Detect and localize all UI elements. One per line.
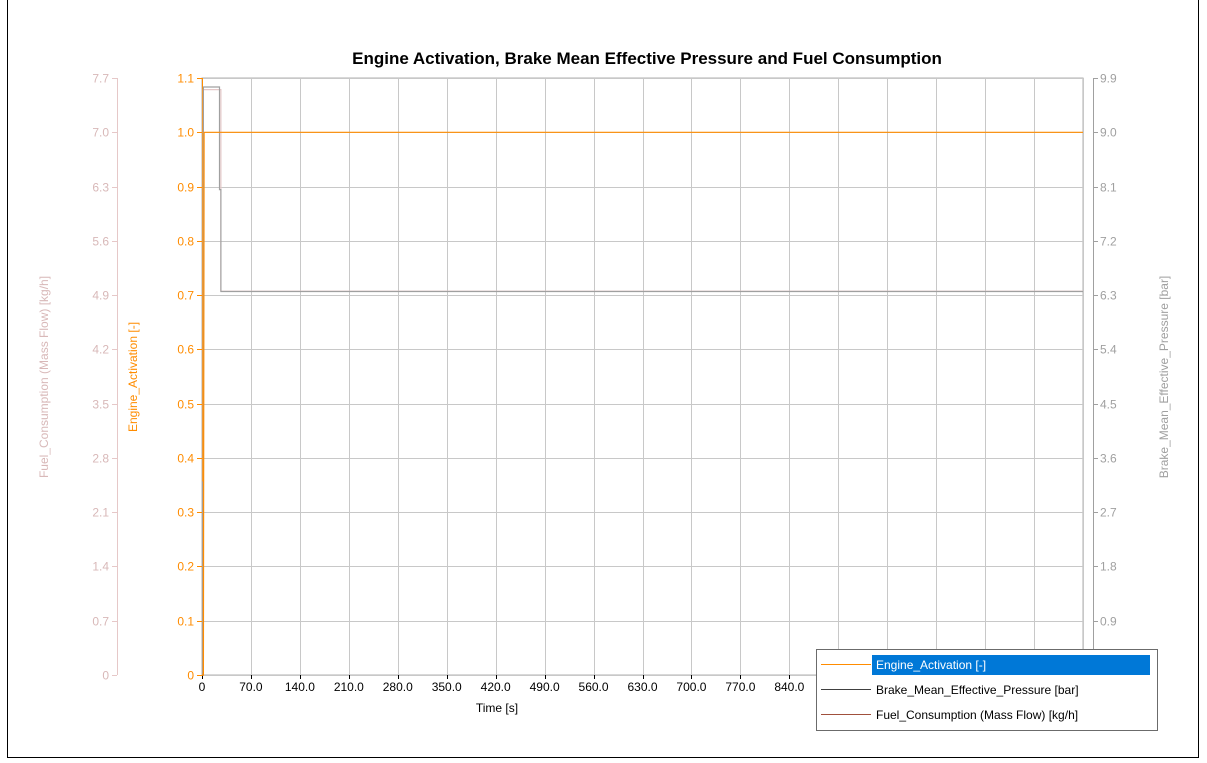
bmep-tick-label: 7.2 bbox=[1100, 235, 1117, 249]
fuel-tick-label: 6.3 bbox=[92, 181, 109, 195]
bmep-tick-label: 8.1 bbox=[1100, 181, 1117, 195]
series-line-bmep bbox=[202, 86, 1083, 676]
x-tick-label: 630.0 bbox=[627, 680, 657, 694]
x-tick-label: 0 bbox=[199, 680, 206, 694]
activation-tick-label: 1.1 bbox=[177, 72, 194, 86]
activation-tick-label: 0.5 bbox=[177, 398, 194, 412]
fuel-tick-label: 2.8 bbox=[92, 452, 109, 466]
chart-title: Engine Activation, Brake Mean Effective … bbox=[352, 49, 942, 68]
x-tick-label: 210.0 bbox=[334, 680, 364, 694]
chart-frame bbox=[7, 0, 1199, 758]
legend-item-engine-activation[interactable]: Engine_Activation [-] bbox=[817, 653, 1157, 675]
activation-tick-label: 0.6 bbox=[177, 343, 194, 357]
x-tick-label: 140.0 bbox=[285, 680, 315, 694]
legend-label: Fuel_Consumption (Mass Flow) [kg/h] bbox=[876, 708, 1079, 722]
bmep-tick-label: 4.5 bbox=[1100, 398, 1117, 412]
fuel-tick-label: 5.6 bbox=[92, 235, 109, 249]
legend-item-fuel-consumption[interactable]: Fuel_Consumption (Mass Flow) [kg/h] bbox=[817, 703, 1157, 725]
fuel-tick-label: 4.9 bbox=[92, 289, 109, 303]
series-line-engine-activation bbox=[202, 131, 1083, 676]
series-lines bbox=[202, 86, 1083, 676]
bmep-tick-label: 0.9 bbox=[1100, 615, 1117, 629]
bmep-tick-label: 1.8 bbox=[1100, 560, 1117, 574]
activation-tick-label: 0.4 bbox=[177, 452, 194, 466]
activation-tick-label: 0.7 bbox=[177, 289, 194, 303]
axes: 0 70.0 140.0 210.0 280.0 350.0 420.0 490.0 560.0… bbox=[92, 72, 1117, 695]
x-tick-label: 700.0 bbox=[676, 680, 706, 694]
series-line-fuel-consumption bbox=[202, 88, 1083, 676]
bmep-tick-label: 2.7 bbox=[1100, 506, 1117, 520]
x-axis-label: Time [s] bbox=[476, 701, 518, 715]
grid-lines bbox=[201, 77, 1084, 676]
bmep-tick-label: 3.6 bbox=[1100, 452, 1117, 466]
fuel-tick-label: 3.5 bbox=[92, 398, 109, 412]
x-tick-label: 420.0 bbox=[481, 680, 511, 694]
bmep-tick-label: 9.0 bbox=[1100, 126, 1117, 140]
legend-label: Engine_Activation [-] bbox=[872, 655, 1150, 675]
activation-axis-label: Engine_Activation [-] bbox=[126, 322, 140, 432]
fuel-tick-label: 1.4 bbox=[92, 560, 109, 574]
legend-swatch bbox=[821, 714, 871, 715]
x-tick-label: 280.0 bbox=[383, 680, 413, 694]
bmep-tick-label: 6.3 bbox=[1100, 289, 1117, 303]
fuel-tick-label: 0.7 bbox=[92, 615, 109, 629]
activation-tick-label: 0.8 bbox=[177, 235, 194, 249]
legend-swatch bbox=[821, 664, 871, 665]
legend-item-bmep[interactable]: Brake_Mean_Effective_Pressure [bar] bbox=[817, 678, 1157, 700]
x-tick-label: 70.0 bbox=[239, 680, 263, 694]
fuel-tick-label: 7.7 bbox=[92, 72, 109, 86]
fuel-tick-label: 7.0 bbox=[92, 126, 109, 140]
x-tick-label: 350.0 bbox=[432, 680, 462, 694]
fuel-tick-label: 2.1 bbox=[92, 506, 109, 520]
activation-tick-label: 1.0 bbox=[177, 126, 194, 140]
bmep-tick-label: 5.4 bbox=[1100, 343, 1117, 357]
x-tick-label: 770.0 bbox=[725, 680, 755, 694]
activation-tick-label: 0.2 bbox=[177, 560, 194, 574]
fuel-tick-label: 4.2 bbox=[92, 343, 109, 357]
plot-area bbox=[201, 77, 1084, 676]
legend-label: Brake_Mean_Effective_Pressure [bar] bbox=[876, 683, 1079, 697]
activation-tick-label: 0 bbox=[187, 669, 194, 683]
x-tick-label: 560.0 bbox=[579, 680, 609, 694]
activation-tick-label: 0.1 bbox=[177, 615, 194, 629]
fuel-tick-label: 0 bbox=[102, 669, 109, 683]
activation-tick-label: 0.3 bbox=[177, 506, 194, 520]
x-tick-label: 490.0 bbox=[530, 680, 560, 694]
legend-swatch bbox=[821, 689, 871, 690]
bmep-tick-label: 9.9 bbox=[1100, 72, 1117, 86]
x-tick-label: 840.0 bbox=[774, 680, 804, 694]
fuel-axis-label: Fuel_Consumption (Mass Flow) [kg/h] bbox=[37, 276, 51, 478]
legend: Engine_Activation [-] Brake_Mean_Effecti… bbox=[816, 649, 1158, 731]
bmep-axis-label: Brake_Mean_Effective_Pressure [bar] bbox=[1157, 276, 1171, 479]
activation-tick-label: 0.9 bbox=[177, 181, 194, 195]
